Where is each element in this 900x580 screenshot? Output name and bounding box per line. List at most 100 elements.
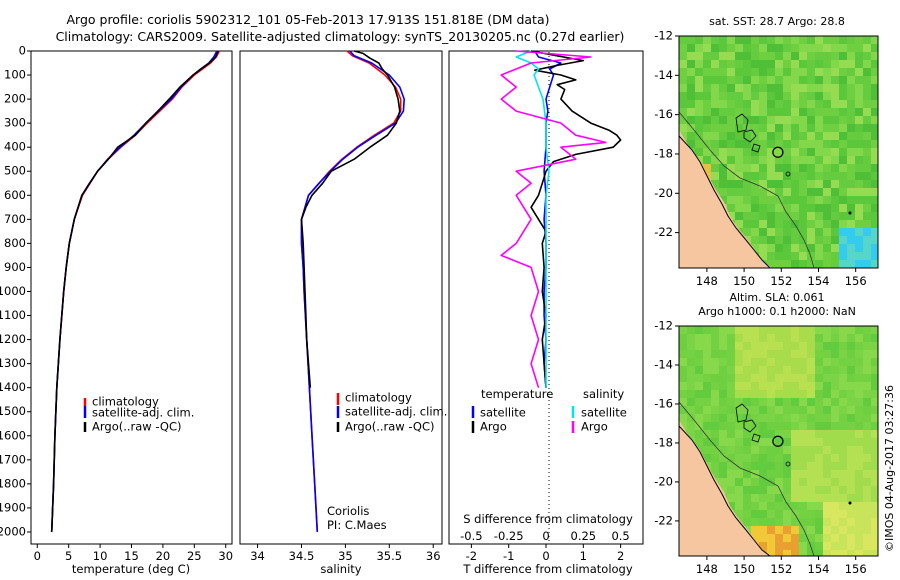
heatmap-cell	[711, 84, 719, 92]
heatmap-cell	[751, 52, 759, 60]
heatmap-cell	[687, 116, 695, 124]
heatmap-cell	[783, 430, 791, 438]
heatmap-cell	[727, 84, 735, 92]
heatmap-cell	[839, 454, 847, 462]
heatmap-cell	[735, 196, 743, 204]
x-tick-label: 2	[617, 549, 624, 563]
heatmap-cell	[791, 462, 799, 470]
heatmap-cell	[711, 454, 719, 462]
heatmap-cell	[863, 68, 871, 76]
heatmap-cell	[711, 148, 719, 156]
heatmap-cell	[695, 350, 703, 358]
heatmap-cell	[719, 164, 727, 172]
heatmap-cell	[815, 486, 823, 494]
heatmap-cell	[727, 326, 735, 334]
heatmap-cell	[807, 172, 815, 180]
heatmap-cell	[783, 486, 791, 494]
heatmap-cell	[839, 180, 847, 188]
heatmap-cell	[751, 236, 759, 244]
heatmap-cell	[703, 358, 711, 366]
heatmap-cell	[759, 502, 767, 510]
land-area	[679, 130, 772, 268]
heatmap-cell	[823, 196, 831, 204]
heatmap-cell	[735, 36, 743, 44]
heatmap-cell	[703, 132, 711, 140]
heatmap-cell	[807, 438, 815, 446]
heatmap-cell	[815, 236, 823, 244]
heatmap-cell	[719, 334, 727, 342]
heatmap-cell	[727, 36, 735, 44]
heatmap-cell	[791, 124, 799, 132]
lat-tick-label: -14	[654, 68, 673, 82]
heatmap-cell	[711, 180, 719, 188]
heatmap-cell	[727, 398, 735, 406]
heatmap-cell	[743, 334, 751, 342]
difference-legend-temperature: temperature satellite Argo	[471, 387, 553, 434]
heatmap-cell	[679, 100, 687, 108]
heatmap-cell	[839, 350, 847, 358]
heatmap-cell	[767, 204, 775, 212]
heatmap-cell	[783, 502, 791, 510]
heatmap-cell	[847, 534, 855, 542]
legend-argo: Argo(..raw -QC)	[92, 420, 182, 434]
heatmap-cell	[831, 550, 839, 556]
heatmap-cell	[791, 52, 799, 60]
heatmap-cell	[735, 350, 743, 358]
heatmap-cell	[735, 100, 743, 108]
heatmap-cell	[863, 212, 871, 220]
heatmap-cell	[815, 52, 823, 60]
heatmap-cell	[847, 382, 855, 390]
heatmap-cell	[759, 180, 767, 188]
heatmap-cell	[767, 542, 775, 550]
heatmap-cell	[743, 494, 751, 502]
heatmap-cell	[679, 60, 687, 68]
heatmap-cell	[871, 470, 878, 478]
heatmap-cell	[863, 326, 871, 334]
heatmap-cell	[783, 334, 791, 342]
heatmap-cell	[847, 550, 855, 556]
heatmap-cell	[847, 510, 855, 518]
heatmap-cell	[775, 462, 783, 470]
heatmap-cell	[791, 334, 799, 342]
series-line-climatology	[300, 50, 402, 533]
heatmap-cell	[823, 398, 831, 406]
heatmap-cell	[863, 342, 871, 350]
heatmap-cell	[855, 148, 863, 156]
depth-tick-label: 300	[4, 116, 26, 130]
heatmap-cell	[783, 92, 791, 100]
heatmap-cell	[679, 326, 687, 334]
depth-tick-label: 1500	[0, 404, 26, 418]
heatmap-cell	[791, 486, 799, 494]
heatmap-cell	[831, 510, 839, 518]
heatmap-cell	[799, 172, 807, 180]
depth-tick-label: 700	[4, 212, 26, 226]
heatmap-cell	[783, 196, 791, 204]
heatmap-cell	[807, 358, 815, 366]
heatmap-cell	[839, 156, 847, 164]
heatmap-cell	[695, 382, 703, 390]
heatmap-cell	[743, 414, 751, 422]
heatmap-cell	[735, 156, 743, 164]
heatmap-cell	[751, 422, 759, 430]
heatmap-cell	[871, 188, 878, 196]
heatmap-cell	[767, 68, 775, 76]
heatmap-cell	[735, 342, 743, 350]
heatmap-cell	[719, 148, 727, 156]
heatmap-cell	[735, 212, 743, 220]
heatmap-cell	[711, 164, 719, 172]
heatmap-cell	[863, 148, 871, 156]
heatmap-cell	[751, 84, 759, 92]
heatmap-cell	[791, 204, 799, 212]
legend-climatology: climatology	[92, 395, 159, 409]
heatmap-cell	[831, 382, 839, 390]
heatmap-cell	[679, 358, 687, 366]
heatmap-cell	[855, 260, 863, 268]
heatmap-cell	[807, 326, 815, 334]
heatmap-cell	[743, 430, 751, 438]
heatmap-cell	[807, 422, 815, 430]
heatmap-cell	[775, 430, 783, 438]
heatmap-cell	[727, 350, 735, 358]
heatmap-cell	[775, 172, 783, 180]
heatmap-cell	[855, 430, 863, 438]
heatmap-cell	[719, 422, 727, 430]
